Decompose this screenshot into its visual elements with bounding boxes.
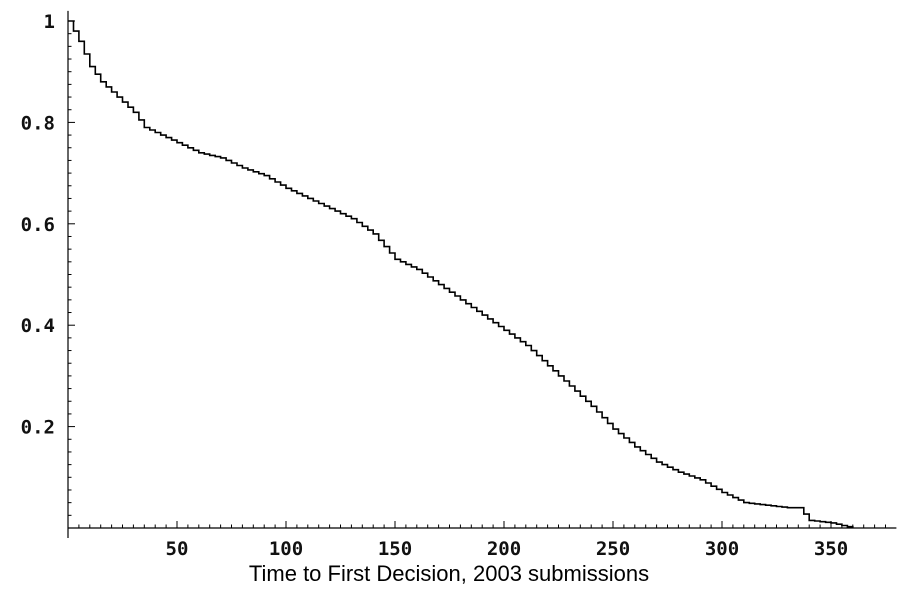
x-tick-label: 100 [269, 538, 303, 560]
survival-curve [68, 20, 854, 528]
survival-chart: 50 100 150 200 250 300 350 0.2 0.4 0.6 0.8 1 [21, 10, 897, 560]
series-layer [68, 20, 854, 528]
x-tick-label: 200 [487, 538, 521, 560]
y-tick-label: 0.2 [21, 417, 55, 439]
x-tick-label: 250 [596, 538, 630, 560]
x-axis-label: Time to First Decision, 2003 submissions [248, 561, 650, 586]
y-tick-label: 1 [44, 11, 55, 33]
x-tick-label: 150 [378, 538, 412, 560]
tick-labels: 50 100 150 200 250 300 350 0.2 0.4 0.6 0.8 1 [21, 11, 848, 560]
y-tick-label: 0.8 [21, 112, 55, 134]
x-tick-label: 350 [814, 538, 848, 560]
ticks [68, 20, 886, 528]
x-tick-label: 300 [705, 538, 739, 560]
y-tick-label: 0.6 [21, 214, 55, 236]
x-tick-label: 50 [166, 538, 189, 560]
y-tick-label: 0.4 [21, 315, 55, 337]
axes [67, 10, 897, 538]
